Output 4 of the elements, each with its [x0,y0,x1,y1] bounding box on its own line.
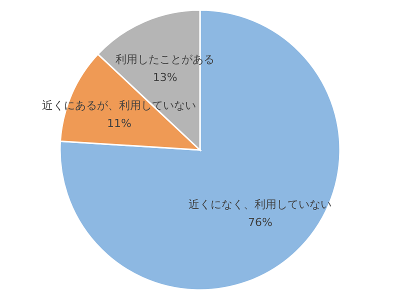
data-label: 11% [107,117,132,130]
data-label: 13% [152,71,178,84]
data-label: 76% [248,216,272,230]
pie-slice [60,9,341,291]
